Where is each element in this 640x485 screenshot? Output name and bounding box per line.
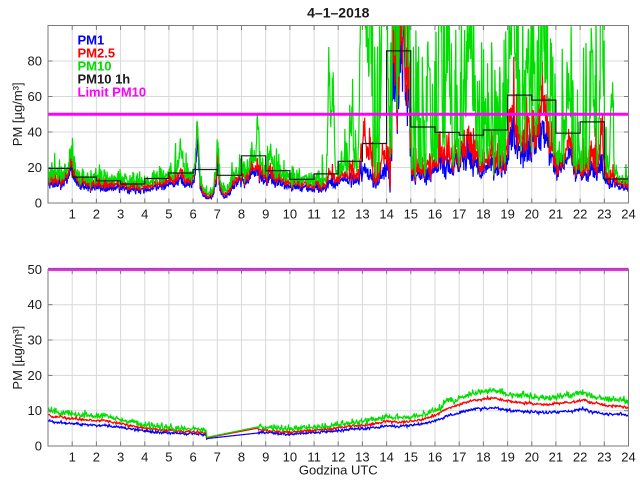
svg-text:1: 1 (69, 206, 76, 221)
svg-text:50: 50 (28, 262, 42, 277)
svg-text:22: 22 (573, 206, 587, 221)
svg-text:9: 9 (262, 449, 269, 464)
svg-text:15: 15 (404, 206, 418, 221)
svg-text:2: 2 (93, 449, 100, 464)
svg-text:14: 14 (379, 206, 393, 221)
svg-text:30: 30 (28, 333, 42, 348)
svg-text:PM1: PM1 (78, 32, 105, 47)
svg-text:0: 0 (35, 439, 42, 454)
svg-text:60: 60 (28, 89, 42, 104)
svg-text:7: 7 (214, 206, 221, 221)
svg-text:24: 24 (621, 449, 635, 464)
svg-text:13: 13 (355, 206, 369, 221)
svg-text:21: 21 (549, 206, 563, 221)
svg-text:23: 23 (597, 449, 611, 464)
svg-text:15: 15 (404, 449, 418, 464)
svg-text:5: 5 (165, 449, 172, 464)
svg-text:PM [µg/m³]: PM [µg/m³] (10, 326, 25, 390)
svg-text:8: 8 (238, 206, 245, 221)
svg-text:1: 1 (69, 449, 76, 464)
svg-text:3: 3 (117, 206, 124, 221)
svg-text:24: 24 (621, 206, 635, 221)
svg-text:4: 4 (141, 449, 148, 464)
svg-text:19: 19 (500, 206, 514, 221)
svg-text:2: 2 (93, 206, 100, 221)
svg-text:14: 14 (379, 449, 393, 464)
svg-text:8: 8 (238, 449, 245, 464)
svg-text:13: 13 (355, 449, 369, 464)
svg-text:9: 9 (262, 206, 269, 221)
svg-text:11: 11 (307, 449, 321, 464)
svg-text:PM10: PM10 (78, 59, 112, 74)
svg-text:PM2.5: PM2.5 (78, 45, 116, 60)
svg-text:Godzina UTC: Godzina UTC (299, 463, 378, 478)
svg-text:7: 7 (214, 449, 221, 464)
svg-text:17: 17 (452, 206, 466, 221)
svg-text:16: 16 (428, 449, 442, 464)
svg-text:18: 18 (476, 449, 490, 464)
svg-text:22: 22 (573, 449, 587, 464)
svg-text:23: 23 (597, 206, 611, 221)
svg-text:5: 5 (165, 206, 172, 221)
svg-text:6: 6 (189, 449, 196, 464)
svg-text:12: 12 (331, 206, 345, 221)
svg-text:80: 80 (28, 54, 42, 69)
svg-text:6: 6 (189, 206, 196, 221)
svg-text:10: 10 (28, 403, 42, 418)
svg-text:0: 0 (35, 196, 42, 211)
svg-text:20: 20 (525, 206, 539, 221)
svg-text:4–1–2018: 4–1–2018 (307, 5, 370, 21)
svg-text:20: 20 (525, 449, 539, 464)
svg-text:19: 19 (500, 449, 514, 464)
svg-text:21: 21 (549, 449, 563, 464)
svg-text:17: 17 (452, 449, 466, 464)
svg-text:PM10 1h: PM10 1h (78, 72, 131, 87)
svg-text:4: 4 (141, 206, 148, 221)
svg-text:16: 16 (428, 206, 442, 221)
svg-text:3: 3 (117, 449, 124, 464)
svg-text:Limit PM10: Limit PM10 (78, 85, 147, 100)
svg-text:18: 18 (476, 206, 490, 221)
svg-text:40: 40 (28, 297, 42, 312)
svg-text:40: 40 (28, 125, 42, 140)
svg-text:20: 20 (28, 160, 42, 175)
svg-text:11: 11 (307, 206, 321, 221)
svg-text:10: 10 (283, 449, 297, 464)
svg-text:20: 20 (28, 368, 42, 383)
svg-text:12: 12 (331, 449, 345, 464)
svg-text:10: 10 (283, 206, 297, 221)
svg-text:PM [µg/m³]: PM [µg/m³] (10, 82, 25, 146)
